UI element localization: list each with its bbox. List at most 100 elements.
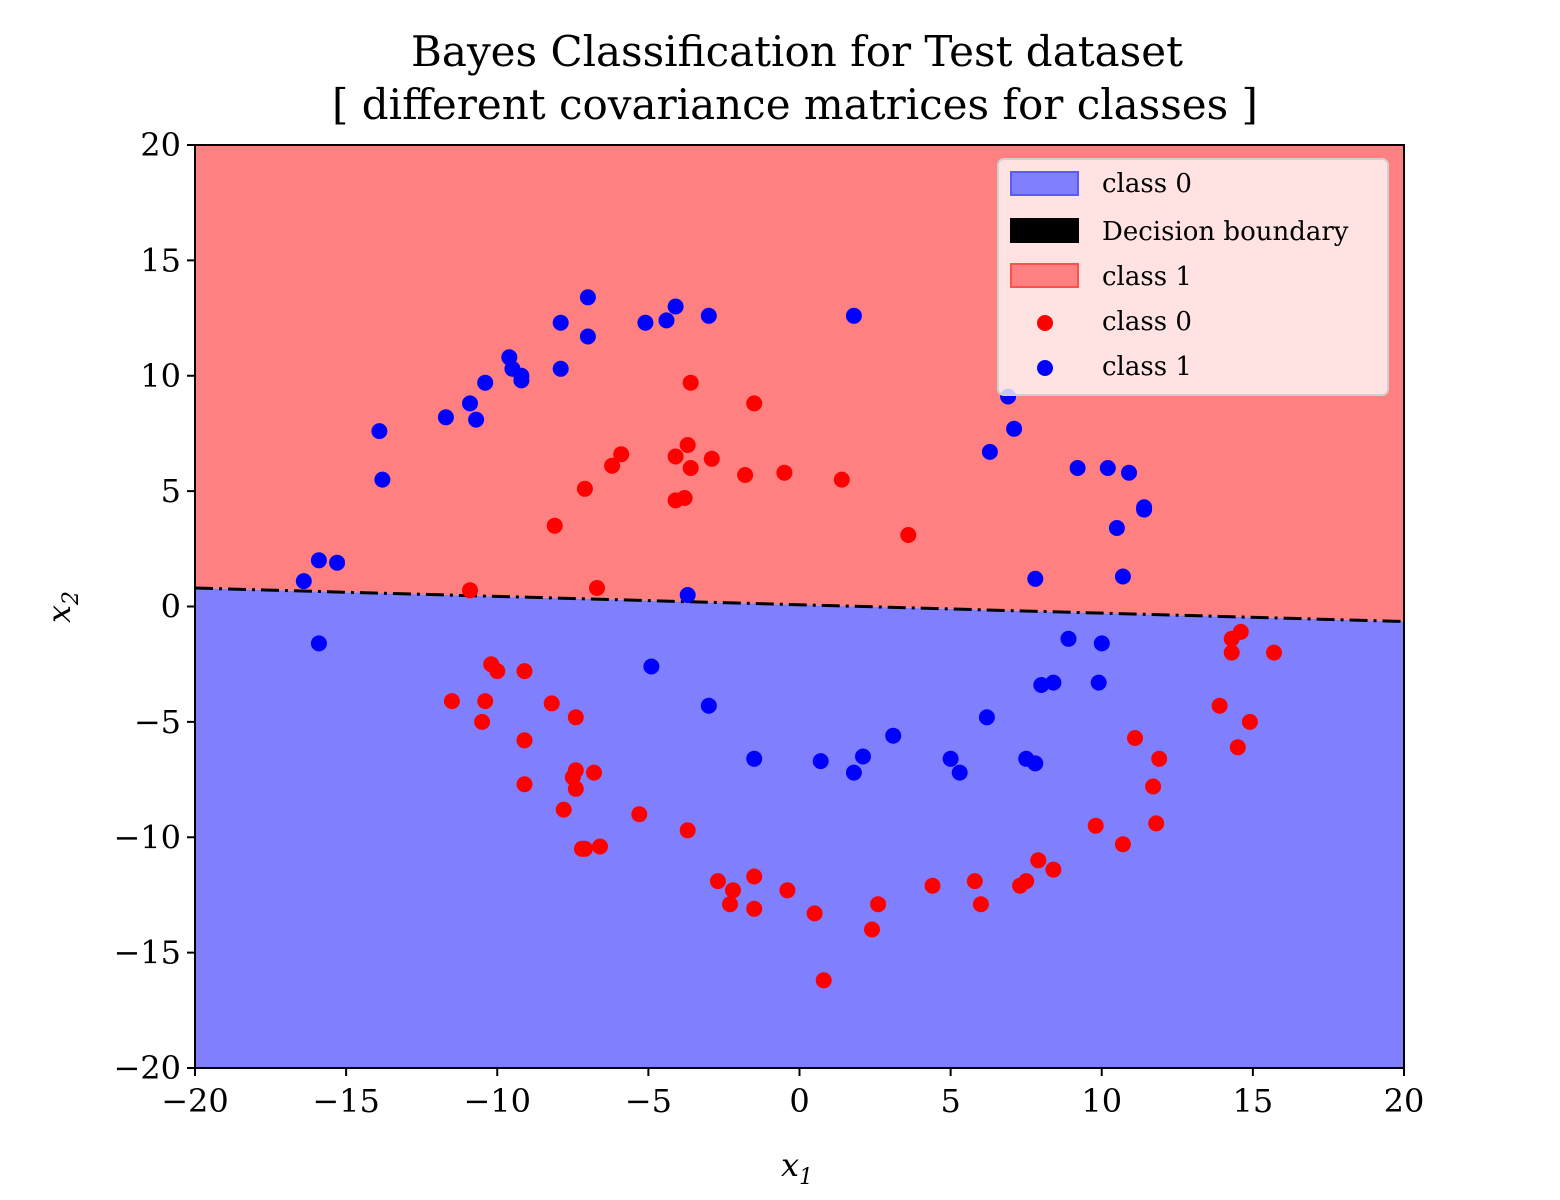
point-class-0	[1241, 713, 1258, 730]
point-class-0	[567, 709, 584, 726]
legend-marker-class-0	[1037, 315, 1053, 331]
point-class-0	[746, 395, 763, 412]
point-class-0	[746, 868, 763, 885]
point-class-0	[779, 882, 796, 899]
point-class-1	[1108, 520, 1125, 536]
point-class-0	[592, 838, 608, 855]
point-class-1	[812, 753, 829, 770]
point-class-1	[295, 573, 312, 590]
x-tick-label: −15	[312, 1082, 380, 1120]
point-class-1	[468, 411, 485, 428]
point-class-1	[552, 360, 569, 377]
point-class-1	[552, 314, 569, 331]
legend-label-class-1-region: class 1	[1102, 262, 1192, 292]
point-class-1	[371, 423, 388, 440]
point-class-0	[631, 806, 648, 823]
point-class-0	[667, 448, 684, 465]
point-class-1	[374, 471, 391, 488]
y-axis-ticks: −20 −15 −10 −5 0 5 10 15 20	[113, 126, 195, 1087]
point-class-0	[900, 527, 917, 543]
point-class-0	[725, 882, 741, 899]
point-class-0	[679, 822, 696, 839]
point-class-0	[833, 471, 850, 488]
region-class-0	[195, 588, 1404, 1068]
point-class-0	[613, 446, 630, 463]
scatter-points	[295, 289, 1282, 989]
point-class-0	[1045, 861, 1062, 878]
y-tick-label: 20	[140, 126, 181, 164]
point-class-0	[966, 873, 983, 890]
y-tick-label: −15	[113, 934, 181, 972]
point-class-0	[1223, 644, 1240, 661]
y-axis-label: x2	[40, 591, 84, 623]
point-class-0	[870, 896, 887, 913]
point-class-0	[443, 693, 460, 710]
point-class-0	[1030, 852, 1047, 869]
y-tick-label: 0	[161, 588, 181, 626]
point-class-1	[1045, 674, 1062, 691]
legend-label-class-0-region: class 0	[1102, 169, 1192, 199]
point-class-0	[543, 695, 560, 712]
point-class-1	[679, 587, 696, 603]
point-class-0	[682, 374, 699, 391]
point-class-0	[1148, 815, 1165, 832]
point-class-1	[942, 750, 959, 767]
point-class-0	[924, 877, 941, 894]
x-axis-ticks: −20 −15 −10 −5 0 5 10 15 20	[161, 1068, 1424, 1120]
point-class-1	[700, 697, 717, 714]
x-tick-label: 20	[1384, 1082, 1425, 1120]
point-class-0	[573, 840, 590, 857]
point-class-1	[658, 312, 675, 329]
point-class-1	[1069, 460, 1086, 476]
point-class-1	[1033, 677, 1050, 693]
point-class-0	[1266, 644, 1282, 661]
point-class-1	[978, 709, 995, 726]
point-class-0	[462, 582, 478, 599]
x-tick-label: 0	[789, 1082, 809, 1120]
point-class-0	[477, 693, 494, 710]
point-class-0	[703, 450, 720, 467]
point-class-1	[1114, 568, 1131, 585]
point-class-0	[489, 663, 506, 680]
point-class-1	[746, 750, 763, 767]
series-class-0	[443, 374, 1282, 989]
point-class-1	[637, 314, 654, 331]
point-class-1	[1090, 674, 1107, 691]
y-tick-label: 5	[161, 472, 181, 510]
point-class-1	[700, 307, 717, 324]
legend-box	[997, 158, 1389, 396]
x-tick-label: −20	[161, 1082, 229, 1120]
point-class-0	[676, 490, 693, 506]
point-class-0	[679, 437, 696, 453]
point-class-0	[516, 732, 533, 749]
point-class-1	[1006, 420, 1023, 437]
point-class-1	[329, 554, 346, 571]
x-axis-label-main: x	[781, 1146, 799, 1184]
point-class-0	[1087, 817, 1104, 834]
x-axis-label: x1	[781, 1146, 813, 1190]
point-class-0	[576, 480, 593, 497]
point-class-0	[815, 972, 832, 989]
point-class-0	[709, 873, 726, 890]
point-class-1	[462, 395, 478, 412]
point-class-1	[1099, 460, 1116, 476]
legend: class 0 Decision boundary class 1 class …	[997, 158, 1389, 396]
x-axis-label-sub: 1	[799, 1165, 813, 1190]
point-class-1	[951, 764, 968, 781]
point-class-1	[1093, 635, 1110, 652]
point-class-0	[586, 764, 602, 781]
y-axis-label-sub: 2	[59, 591, 84, 606]
point-class-0	[722, 896, 738, 913]
point-class-1	[579, 289, 596, 306]
point-class-0	[737, 467, 754, 483]
point-class-0	[474, 713, 491, 730]
point-class-0	[1145, 778, 1162, 795]
legend-marker-class-1	[1037, 360, 1053, 376]
point-class-0	[806, 905, 823, 922]
point-class-0	[546, 517, 563, 534]
point-class-1	[845, 764, 862, 781]
point-class-1	[579, 328, 596, 345]
point-class-1	[310, 552, 327, 569]
